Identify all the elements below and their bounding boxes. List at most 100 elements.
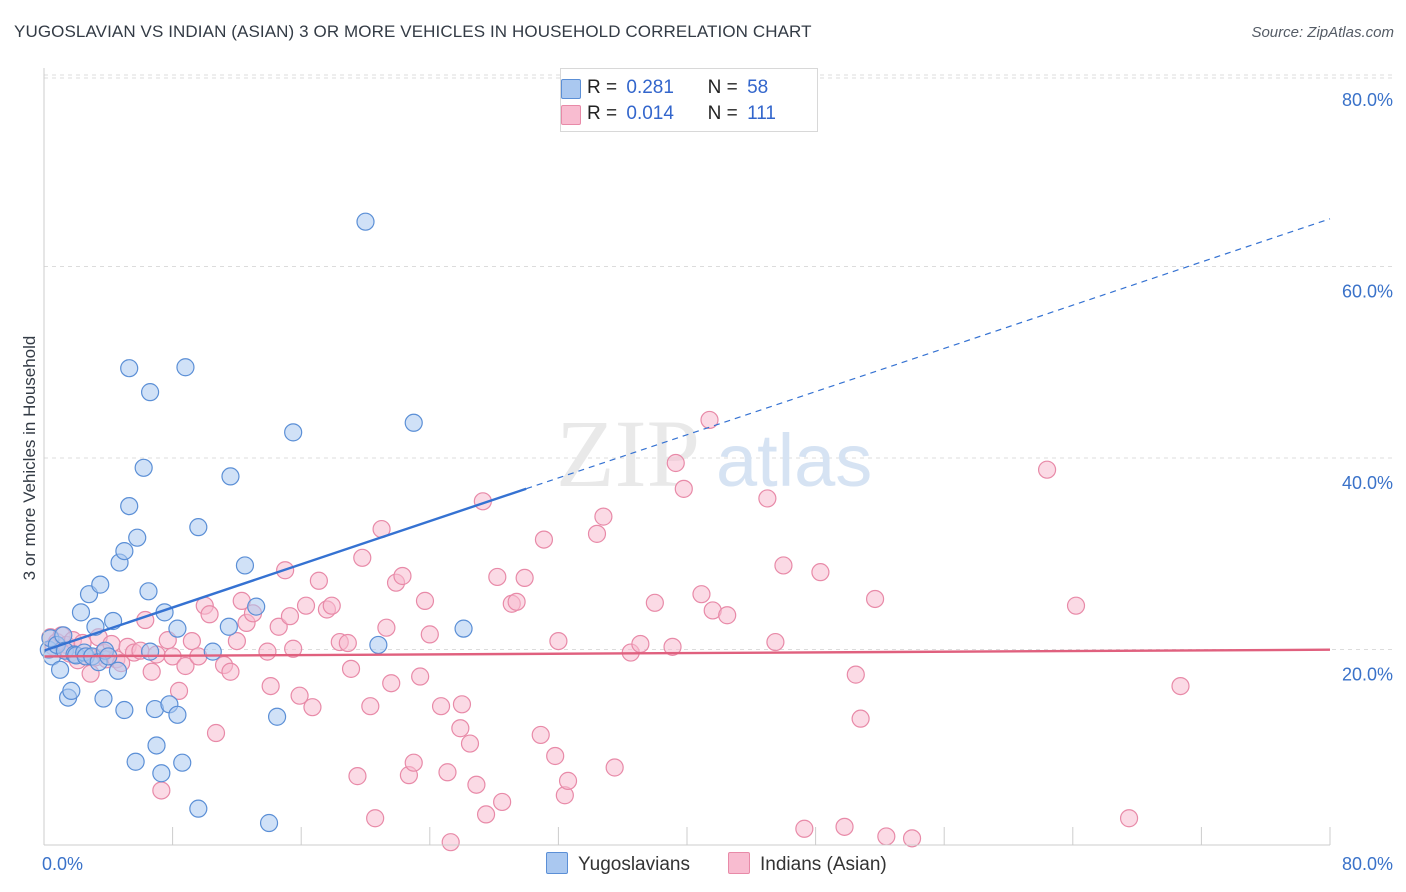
indian-point xyxy=(631,634,650,654)
indian-point xyxy=(303,698,322,717)
indian-point xyxy=(758,489,777,508)
yugoslavian-point xyxy=(50,660,70,679)
x-tick-label: 0.0% xyxy=(42,854,83,874)
indian-point xyxy=(382,674,401,693)
indian-point xyxy=(438,763,457,782)
indian-point xyxy=(1066,596,1086,615)
indian-point xyxy=(795,819,814,838)
indian-point xyxy=(865,589,885,609)
indian-point xyxy=(258,642,277,661)
indian-point xyxy=(594,507,613,526)
indian-point xyxy=(284,639,303,658)
indian-point xyxy=(377,618,396,637)
yugoslavian-point xyxy=(140,383,160,402)
indian-point xyxy=(176,656,195,676)
n-value: 58 xyxy=(747,77,769,98)
legend-label: Indians (Asian) xyxy=(760,854,887,875)
yugoslavian-point xyxy=(176,358,195,377)
indian-point xyxy=(663,637,682,656)
indian-point xyxy=(280,607,300,626)
yugoslavian-point xyxy=(173,753,192,772)
indian-point xyxy=(902,829,922,848)
n-label: N = xyxy=(707,103,738,124)
indian-point xyxy=(488,567,507,587)
indian-point xyxy=(507,592,526,611)
legend-label: Yugoslavians xyxy=(578,854,690,875)
indian-trendline xyxy=(43,648,1331,658)
yugoslavian-point xyxy=(356,212,375,231)
indian-point xyxy=(811,563,830,582)
y-tick-label: 20.0% xyxy=(1342,665,1393,685)
yugoslavian-point xyxy=(284,423,303,442)
yugoslavian-point xyxy=(115,541,134,561)
points-layer xyxy=(39,212,1190,852)
indian-point xyxy=(835,817,854,836)
yugoslavian-point xyxy=(71,603,91,622)
watermark-atlas: atlas xyxy=(716,419,872,502)
yugoslavian-point xyxy=(152,764,171,783)
indian-point xyxy=(558,771,578,790)
yugoslavian-point xyxy=(126,752,145,771)
n-label: N = xyxy=(707,77,738,98)
indian-point xyxy=(851,709,870,728)
yugoslavian-point xyxy=(369,635,388,655)
yugoslavian-point xyxy=(168,619,187,638)
yugoslavian-point xyxy=(62,681,81,700)
yugoslavian-trendline xyxy=(43,487,527,652)
indian-point xyxy=(666,453,685,473)
indian-point xyxy=(411,667,430,686)
indian-point xyxy=(206,723,226,743)
axis-layer: 20.0% 40.0% 60.0% 80.0% 0.0% 80.0% xyxy=(42,68,1393,874)
indian-point xyxy=(322,596,341,615)
indian-point xyxy=(420,625,439,644)
yugoslavian-point xyxy=(120,359,139,378)
indian-point xyxy=(338,633,357,653)
trend-layer xyxy=(43,218,1331,658)
indian-point xyxy=(415,591,435,610)
indian-point xyxy=(692,585,711,604)
y-tick-label: 80.0% xyxy=(1342,90,1393,110)
legend-item-yugoslavians: Yugoslavians xyxy=(546,852,690,876)
yugoslavian-point xyxy=(140,642,160,661)
yugoslavian-point xyxy=(120,496,139,516)
yugoslavian-point xyxy=(267,707,287,726)
n-value: 111 xyxy=(747,103,776,124)
indian-point xyxy=(515,568,534,588)
indian-point xyxy=(476,805,496,824)
yugoslavian-point xyxy=(189,799,208,818)
yugoslavian-point xyxy=(91,575,110,594)
y-tick-label: 40.0% xyxy=(1342,473,1393,493)
yugoslavian-point xyxy=(219,617,238,636)
chart-title: YUGOSLAVIAN VS INDIAN (ASIAN) 3 OR MORE … xyxy=(14,22,812,41)
indian-point xyxy=(467,775,486,794)
yugoslavian-point xyxy=(404,413,423,432)
indian-point xyxy=(393,566,412,586)
indian-point xyxy=(605,758,624,777)
yugoslavian-point xyxy=(235,556,255,575)
indian-point xyxy=(645,593,664,612)
indian-point xyxy=(846,665,865,684)
indian-point xyxy=(452,695,472,714)
y-axis-label: 3 or more Vehicles in Household xyxy=(20,335,39,581)
r-value: 0.014 xyxy=(626,103,674,124)
indian-point xyxy=(546,746,565,766)
yugoslavian-point xyxy=(454,619,473,638)
r-value: 0.281 xyxy=(626,77,674,98)
indian-point xyxy=(674,479,693,498)
yugoslavian-point xyxy=(139,582,158,601)
indian-point xyxy=(227,631,246,651)
indian-point xyxy=(341,659,361,678)
yugoslavian-point xyxy=(259,813,279,833)
indian-point xyxy=(534,530,554,549)
indian-point xyxy=(700,410,719,430)
indian-point xyxy=(1171,676,1190,696)
indian-point xyxy=(353,548,372,567)
indian-point xyxy=(348,767,367,786)
yugoslavian-point xyxy=(115,700,134,720)
r-label: R = xyxy=(587,77,618,98)
indian-point xyxy=(169,681,189,700)
indian-point xyxy=(441,833,460,852)
yugoslavian-point xyxy=(94,689,113,708)
yugoslavian-point xyxy=(189,518,208,537)
